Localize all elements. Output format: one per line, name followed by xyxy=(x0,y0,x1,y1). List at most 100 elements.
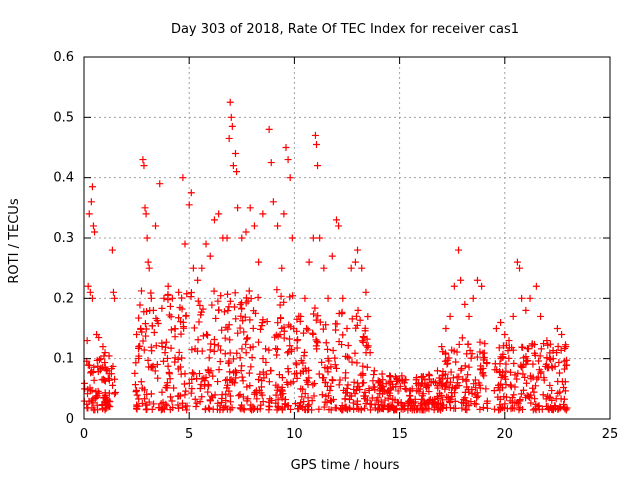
data-point xyxy=(464,340,472,348)
data-point xyxy=(286,342,294,350)
data-point xyxy=(167,313,175,321)
data-point xyxy=(497,403,505,411)
data-point xyxy=(139,156,147,164)
data-point xyxy=(257,389,265,397)
data-point xyxy=(331,404,339,412)
data-point xyxy=(221,334,229,342)
data-point xyxy=(535,366,543,374)
data-point xyxy=(511,383,519,391)
data-point xyxy=(136,301,144,309)
data-point xyxy=(438,343,446,351)
data-point xyxy=(153,361,161,369)
data-point xyxy=(217,292,225,300)
data-point xyxy=(154,374,162,382)
data-point xyxy=(300,398,308,406)
data-point xyxy=(152,342,160,350)
data-point xyxy=(136,342,144,350)
data-point xyxy=(218,326,226,334)
data-point xyxy=(374,400,382,408)
data-point xyxy=(132,359,140,367)
data-point xyxy=(318,391,326,399)
data-point xyxy=(87,198,95,206)
data-point xyxy=(411,395,419,403)
data-point xyxy=(279,390,287,398)
data-point xyxy=(455,340,463,348)
data-point xyxy=(332,320,340,328)
data-point xyxy=(416,385,424,393)
data-point xyxy=(478,282,486,290)
data-point xyxy=(561,341,569,349)
data-point xyxy=(554,406,562,414)
data-point xyxy=(497,318,505,326)
data-point xyxy=(179,323,187,331)
data-point xyxy=(386,373,394,381)
data-point xyxy=(414,381,422,389)
data-point xyxy=(273,351,281,359)
data-point xyxy=(141,320,149,328)
data-point xyxy=(242,349,250,357)
data-point xyxy=(215,306,223,314)
data-point xyxy=(225,134,233,142)
data-point xyxy=(558,331,566,339)
data-point xyxy=(331,354,339,362)
data-point xyxy=(363,335,371,343)
data-point xyxy=(280,210,288,218)
data-point xyxy=(309,330,317,338)
data-point xyxy=(262,358,270,366)
data-point xyxy=(195,318,203,326)
data-point xyxy=(215,366,223,374)
data-point xyxy=(344,381,352,389)
data-point xyxy=(191,395,199,403)
data-point xyxy=(464,371,472,379)
data-point xyxy=(463,383,471,391)
data-point xyxy=(556,369,564,377)
data-point xyxy=(142,210,150,218)
data-point xyxy=(476,405,484,413)
data-point xyxy=(295,312,303,320)
data-point xyxy=(457,276,465,284)
data-point xyxy=(111,294,119,302)
data-point xyxy=(419,372,427,380)
data-point xyxy=(540,376,548,384)
data-point xyxy=(504,347,512,355)
data-point xyxy=(233,168,241,176)
data-point xyxy=(255,375,263,383)
data-point xyxy=(166,406,174,414)
data-point xyxy=(204,331,212,339)
data-point xyxy=(530,388,538,396)
data-point xyxy=(465,312,473,320)
data-point xyxy=(272,345,280,353)
data-point xyxy=(348,358,356,366)
data-point xyxy=(92,393,100,401)
data-point xyxy=(215,210,223,218)
data-point xyxy=(319,374,327,382)
data-point xyxy=(90,363,98,371)
data-point xyxy=(210,347,218,355)
data-point xyxy=(280,323,288,331)
data-point xyxy=(244,334,252,342)
data-point xyxy=(476,338,484,346)
data-point xyxy=(273,406,281,414)
data-point xyxy=(147,289,155,297)
data-point xyxy=(309,234,317,242)
data-point xyxy=(345,396,353,404)
data-point xyxy=(273,286,281,294)
data-point xyxy=(95,334,103,342)
x-axis-label: GPS time / hours xyxy=(291,458,400,473)
data-point xyxy=(563,361,571,369)
data-point xyxy=(322,321,330,329)
data-point xyxy=(236,354,244,362)
data-point xyxy=(455,246,463,254)
x-tick-label: 10 xyxy=(286,427,303,442)
data-point xyxy=(310,310,318,318)
data-point xyxy=(138,399,146,407)
data-point xyxy=(160,404,168,412)
data-point xyxy=(354,246,362,254)
data-point xyxy=(163,354,171,362)
data-point xyxy=(256,405,264,413)
data-point xyxy=(318,358,326,366)
data-point xyxy=(296,317,304,325)
data-point xyxy=(557,346,565,354)
data-point xyxy=(199,332,207,340)
